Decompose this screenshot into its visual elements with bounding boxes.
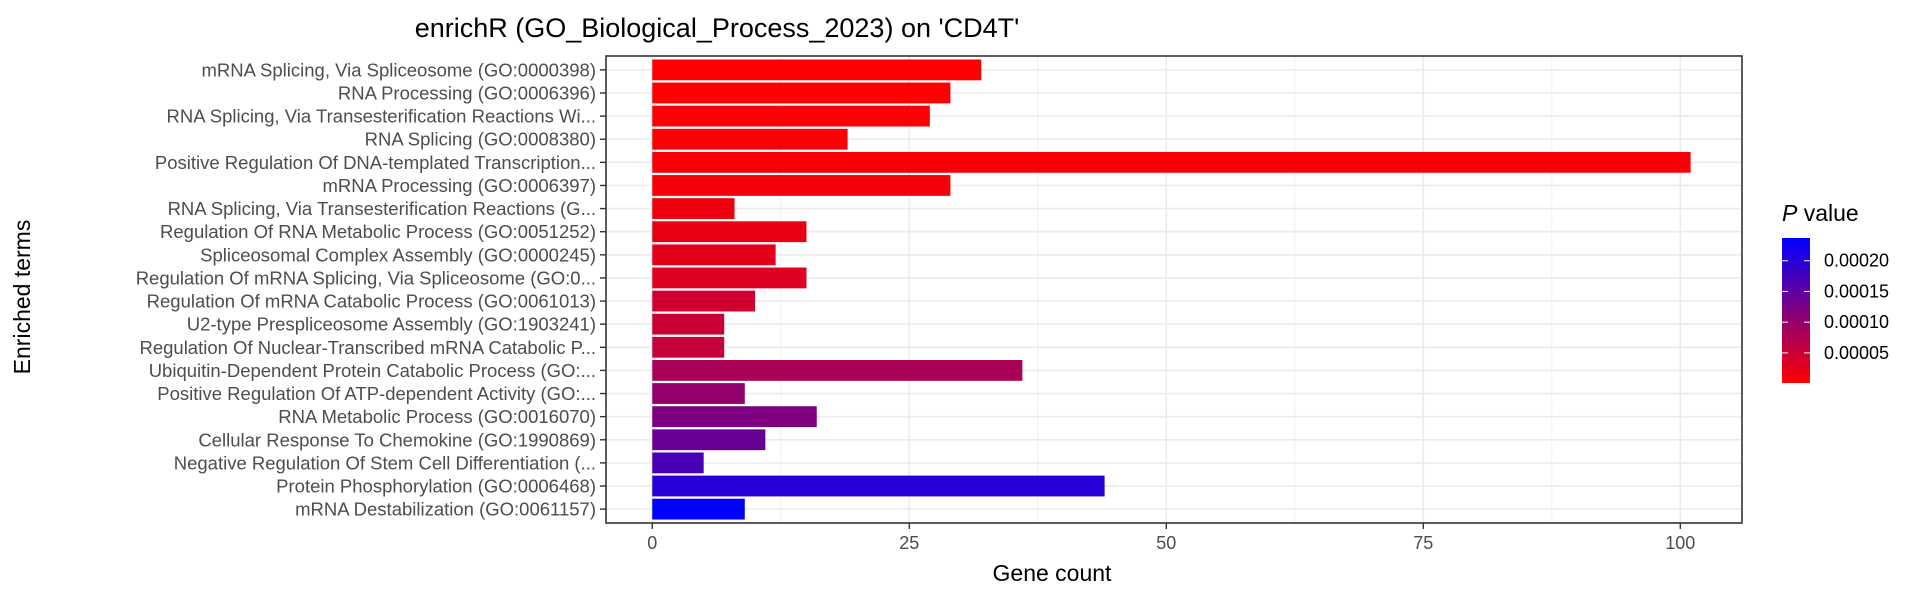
bars bbox=[652, 59, 1691, 520]
y-tick-label: mRNA Destabilization (GO:0061157) bbox=[295, 499, 596, 520]
colorbar-tick-label: 0.00015 bbox=[1824, 281, 1889, 301]
y-tick-label: Ubiquitin-Dependent Protein Catabolic Pr… bbox=[149, 360, 596, 381]
y-tick-label: Regulation Of mRNA Catabolic Process (GO… bbox=[147, 291, 596, 312]
x-tick-label: 75 bbox=[1413, 533, 1433, 553]
legend-title: P value bbox=[1782, 200, 1859, 226]
colorbar-tick-label: 0.00005 bbox=[1824, 343, 1889, 363]
y-tick-label: RNA Processing (GO:0006396) bbox=[338, 82, 596, 103]
x-axis-title: Gene count bbox=[993, 560, 1113, 586]
bar bbox=[652, 221, 807, 243]
bar bbox=[652, 82, 951, 104]
y-tick-label: Regulation Of RNA Metabolic Process (GO:… bbox=[160, 221, 596, 242]
colorbar-ticks: 0.00005 0.00010 0.00015 0.00020 bbox=[1782, 251, 1889, 363]
y-tick-label: Regulation Of mRNA Splicing, Via Spliceo… bbox=[136, 267, 596, 288]
y-tick-label: Cellular Response To Chemokine (GO:19908… bbox=[198, 429, 596, 450]
bar bbox=[652, 290, 756, 312]
bar bbox=[652, 360, 1023, 381]
bar bbox=[652, 59, 982, 81]
x-tick-label: 25 bbox=[899, 533, 919, 553]
y-tick-label: Regulation Of Nuclear-Transcribed mRNA C… bbox=[139, 337, 596, 358]
bar bbox=[652, 336, 725, 358]
y-tick-label: U2-type Prespliceosome Assembly (GO:1903… bbox=[187, 314, 596, 335]
bar bbox=[652, 406, 817, 428]
bar bbox=[652, 475, 1105, 497]
y-axis-title: Enriched terms bbox=[9, 220, 35, 375]
y-tick-label: RNA Splicing (GO:0008380) bbox=[365, 129, 596, 150]
gridlines bbox=[606, 56, 1742, 523]
colorbar-tick-label: 0.00020 bbox=[1824, 251, 1889, 271]
bar bbox=[652, 429, 766, 451]
colorbar-legend: P value 0.00005 0.00010 0.00015 0.00020 bbox=[1782, 200, 1889, 383]
chart-title: enrichR (GO_Biological_Process_2023) on … bbox=[415, 13, 1020, 43]
bar bbox=[652, 151, 1691, 173]
bar bbox=[652, 267, 807, 289]
colorbar-tick-label: 0.00010 bbox=[1824, 312, 1889, 332]
bar bbox=[652, 452, 704, 474]
y-tick-label: Protein Phosphorylation (GO:0006468) bbox=[276, 476, 596, 497]
y-tick-label: mRNA Processing (GO:0006397) bbox=[322, 175, 596, 196]
y-tick-label: RNA Splicing, Via Transesterification Re… bbox=[167, 106, 596, 127]
x-tick-label: 100 bbox=[1665, 533, 1695, 553]
bar bbox=[652, 313, 725, 335]
y-tick-label: Positive Regulation Of ATP-dependent Act… bbox=[157, 383, 596, 404]
bar bbox=[652, 383, 745, 404]
x-tick-label: 0 bbox=[647, 533, 657, 553]
y-axis-ticks: mRNA Splicing, Via Spliceosome (GO:00003… bbox=[136, 59, 606, 520]
bar bbox=[652, 498, 745, 520]
bar bbox=[652, 105, 930, 127]
y-tick-label: Negative Regulation Of Stem Cell Differe… bbox=[174, 452, 596, 473]
x-tick-label: 50 bbox=[1156, 533, 1176, 553]
y-tick-label: Spliceosomal Complex Assembly (GO:000024… bbox=[200, 244, 596, 265]
y-tick-label: Positive Regulation Of DNA-templated Tra… bbox=[155, 152, 596, 173]
bar bbox=[652, 198, 735, 219]
plot-panel-border bbox=[605, 55, 1743, 524]
y-tick-label: RNA Metabolic Process (GO:0016070) bbox=[278, 406, 596, 427]
y-tick-label: RNA Splicing, Via Transesterification Re… bbox=[168, 198, 596, 219]
bar bbox=[652, 175, 951, 196]
bar bbox=[652, 244, 776, 266]
bar bbox=[652, 128, 848, 150]
x-axis-ticks: 0 25 50 75 100 bbox=[647, 523, 1695, 553]
y-tick-label: mRNA Splicing, Via Spliceosome (GO:00003… bbox=[201, 59, 596, 80]
colorbar-gradient bbox=[1782, 238, 1810, 383]
